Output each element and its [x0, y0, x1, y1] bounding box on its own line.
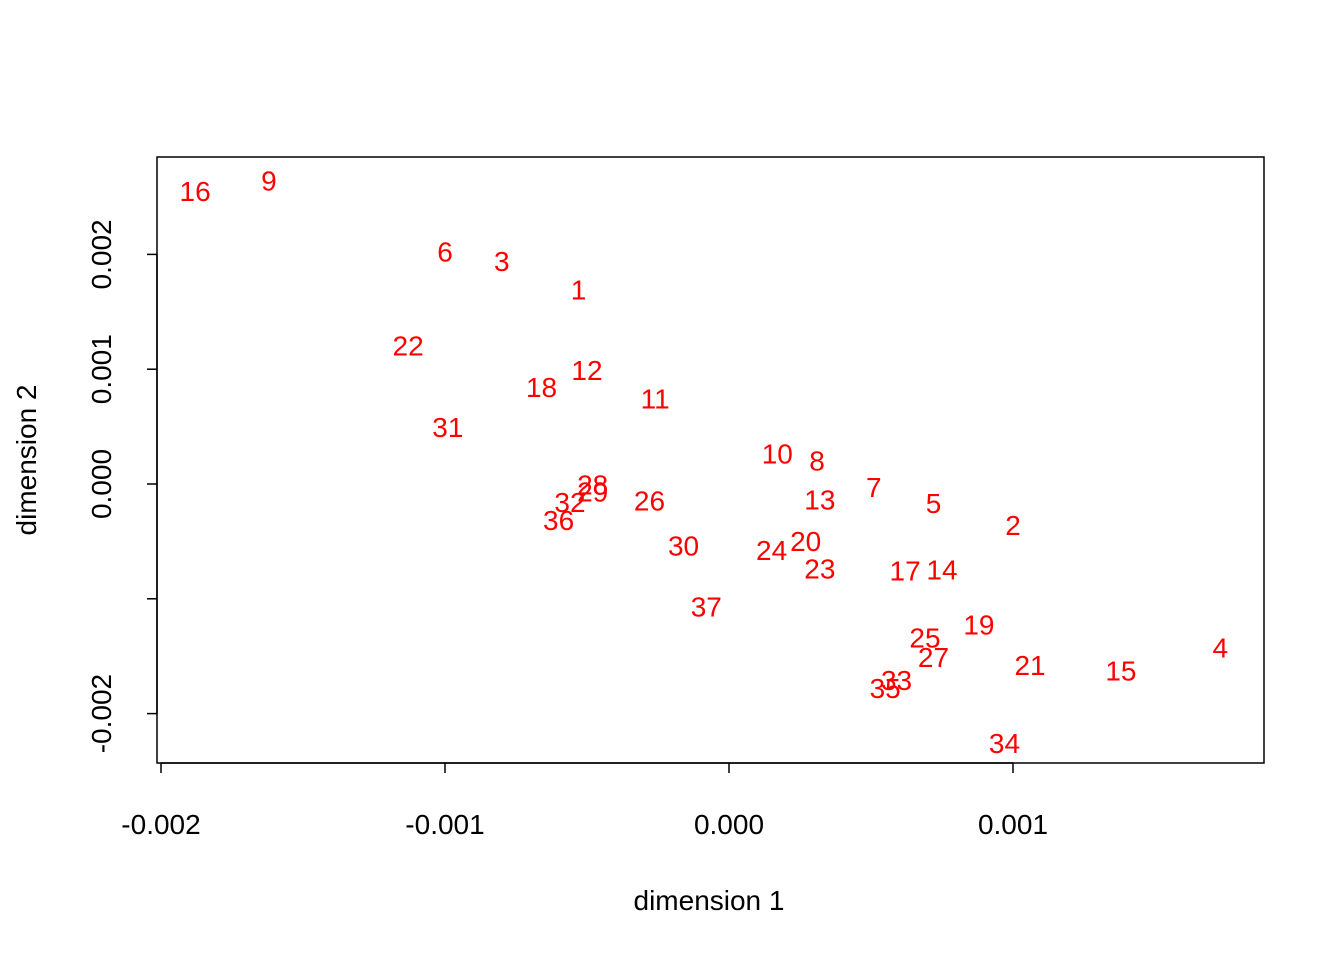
point-label-10: 10	[762, 439, 793, 470]
point-label-5: 5	[926, 488, 942, 519]
point-label-28: 28	[577, 470, 608, 501]
point-label-3: 3	[494, 246, 510, 277]
point-label-15: 15	[1105, 656, 1136, 687]
x-axis-label: dimension 1	[634, 885, 785, 916]
point-label-29: 29	[577, 477, 608, 508]
plot-frame	[156, 156, 1265, 764]
point-label-11: 11	[641, 384, 670, 415]
point-label-24: 24	[756, 535, 787, 566]
point-label-6: 6	[437, 237, 453, 268]
point-label-35: 35	[870, 673, 901, 704]
point-label-13: 13	[804, 485, 835, 516]
point-label-25: 25	[909, 622, 940, 653]
point-label-1: 1	[571, 274, 587, 305]
point-label-21: 21	[1014, 650, 1045, 681]
point-label-18: 18	[526, 372, 557, 403]
y-tick-label: 0.002	[86, 219, 117, 289]
point-label-19: 19	[963, 610, 994, 641]
x-axis: -0.002 -0.001 0.000 0.001	[121, 762, 1048, 840]
x-tick-label: 0.000	[694, 809, 764, 840]
point-label-8: 8	[809, 446, 825, 477]
y-tick-label: 0.000	[86, 449, 117, 519]
y-tick-label: -0.002	[86, 674, 117, 753]
point-label-32: 32	[554, 487, 585, 518]
x-tick-label: -0.001	[405, 809, 484, 840]
x-tick-label: -0.002	[121, 809, 200, 840]
point-label-34: 34	[989, 728, 1020, 759]
point-label-7: 7	[866, 472, 882, 503]
y-tick-label: 0.001	[86, 334, 117, 404]
y-axis: 0.002 0.001 0.000 -0.002	[86, 219, 158, 753]
point-label-20: 20	[790, 526, 821, 557]
point-label-23: 23	[804, 553, 835, 584]
point-label-33: 33	[881, 665, 912, 696]
point-label-14: 14	[926, 555, 957, 586]
x-tick-label: 0.001	[978, 809, 1048, 840]
point-label-4: 4	[1213, 633, 1229, 664]
point-label-12: 12	[571, 355, 602, 386]
point-label-30: 30	[668, 530, 699, 561]
point-label-26: 26	[634, 486, 665, 517]
point-label-17: 17	[890, 556, 921, 587]
point-label-9: 9	[261, 165, 277, 196]
point-label-16: 16	[180, 176, 211, 207]
point-label-2: 2	[1005, 510, 1021, 541]
point-label-37: 37	[691, 591, 722, 622]
y-axis-label: dimension 2	[11, 385, 42, 536]
point-label-22: 22	[393, 331, 424, 362]
point-label-27: 27	[918, 642, 949, 673]
point-label-36: 36	[543, 505, 574, 536]
point-label-31: 31	[432, 412, 463, 443]
